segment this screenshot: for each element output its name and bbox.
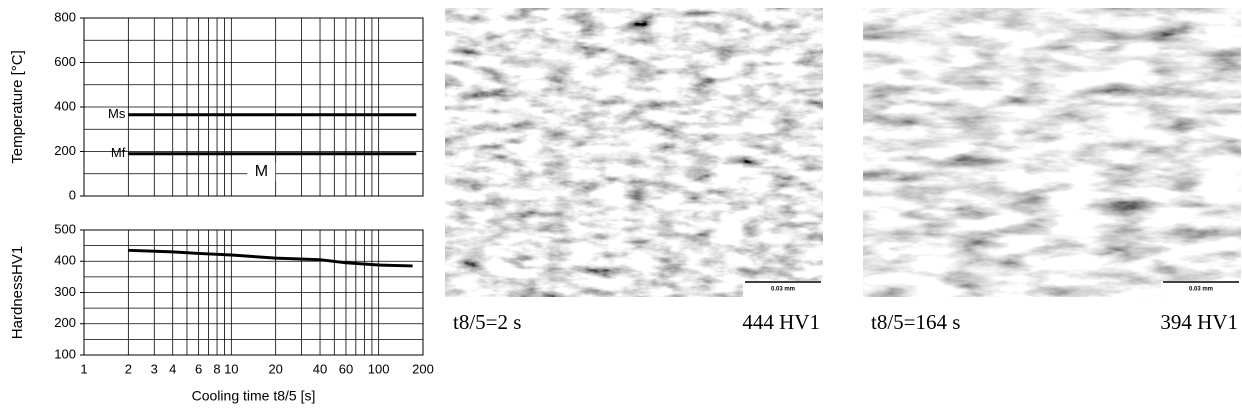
series-label: Mf (111, 145, 126, 160)
micrograph-panel: 0.03 mm t8/5=2 s 444 HV1 (445, 8, 823, 334)
data-line (128, 250, 412, 266)
x-tick-label: 20 (268, 361, 282, 376)
y-axis-label: HardnessHV1 (9, 246, 26, 339)
y-tick-label: 100 (54, 346, 76, 361)
y-tick-label: 800 (54, 9, 76, 24)
y-tick-label: 400 (54, 253, 76, 268)
micrographs: 0.03 mm t8/5=2 s 444 HV1 0.03 mm t8/5=164 s 3… (445, 8, 1241, 334)
hardness-value: 394 HV1 (1160, 310, 1238, 334)
micrograph-image (863, 8, 1241, 297)
y-tick-label: 200 (54, 315, 76, 330)
x-axis-label: Cooling time t8/5 [s] (192, 388, 316, 404)
scale-bar-label: 0.03 mm (1189, 287, 1213, 293)
x-tick-label: 2 (125, 361, 132, 376)
y-tick-label: 500 (54, 221, 76, 236)
micrograph-panel: 0.03 mm t8/5=164 s 394 HV1 (863, 8, 1241, 334)
x-tick-label: 8 (213, 361, 220, 376)
x-tick-label: 6 (195, 361, 202, 376)
hardness-value: 444 HV1 (742, 310, 820, 334)
y-tick-label: 300 (54, 284, 76, 299)
x-tick-label: 10 (224, 361, 238, 376)
x-tick-label: 3 (151, 361, 158, 376)
chart: 0 200 400 600 800 Temperature [°C] M Ms Mf (9, 9, 423, 202)
x-tick-label: 40 (313, 361, 327, 376)
series-label: Ms (108, 106, 126, 121)
y-axis-label: Temperature [°C] (9, 50, 26, 164)
y-tick-label: 0 (69, 187, 76, 202)
scale-bar-label: 0.03 mm (771, 287, 795, 293)
y-tick-label: 600 (54, 54, 76, 69)
x-tick-label: 200 (412, 361, 434, 376)
annotation: M (255, 163, 268, 180)
figure: 0200400600800Temperature [°C]MMsMf100200… (0, 0, 1242, 414)
x-tick-label: 100 (368, 361, 390, 376)
caption: t8/5=164 s (871, 310, 960, 334)
y-tick-label: 400 (54, 98, 76, 113)
micrograph-image (445, 8, 823, 297)
x-tick-label: 4 (169, 361, 176, 376)
caption: t8/5=2 s (453, 310, 521, 334)
y-tick-label: 200 (54, 143, 76, 158)
x-tick-label: 60 (339, 361, 353, 376)
x-tick-label: 1 (80, 361, 87, 376)
